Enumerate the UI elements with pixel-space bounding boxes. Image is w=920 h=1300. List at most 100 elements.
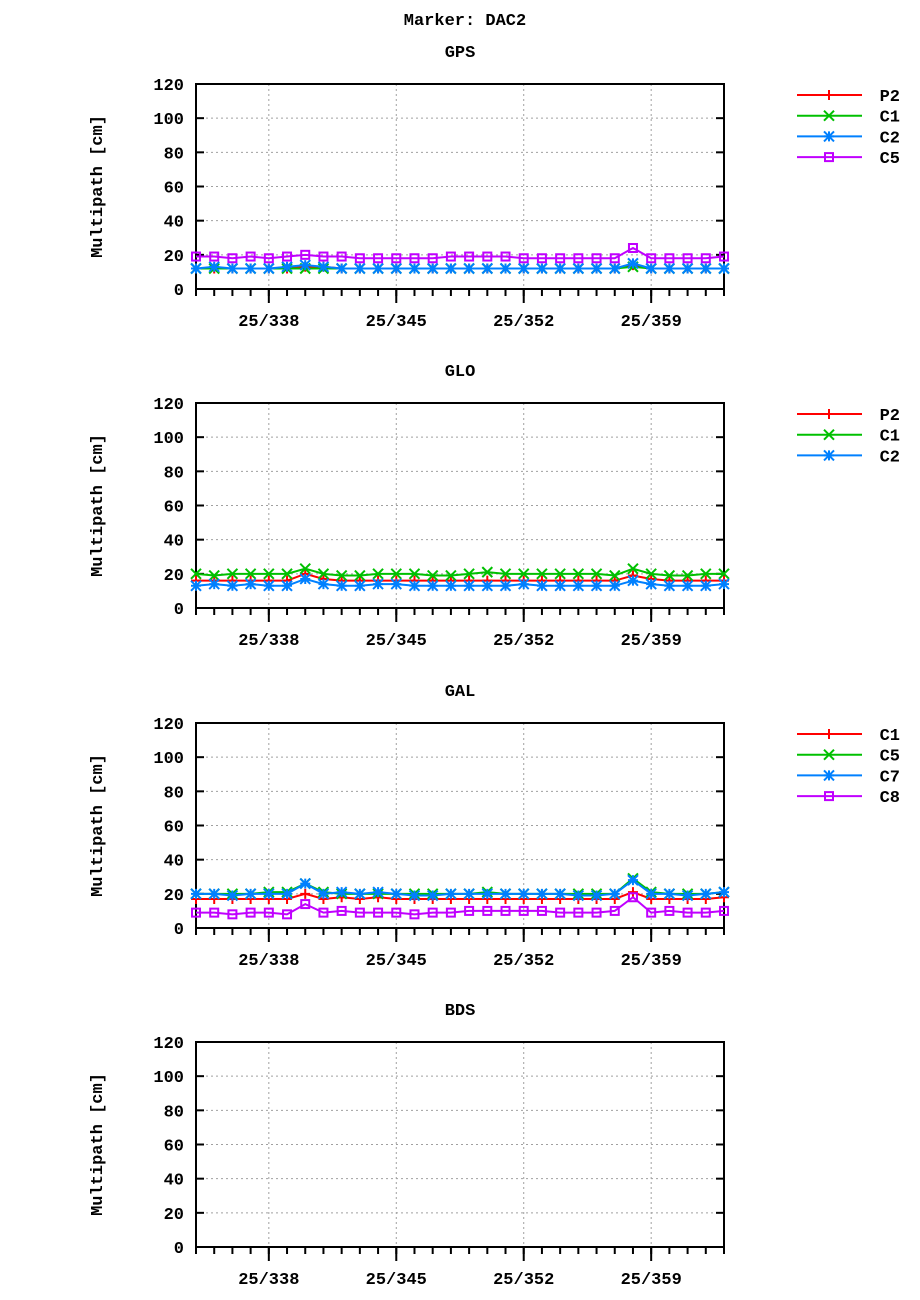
cross-marker [681, 569, 694, 582]
star-marker [208, 261, 220, 273]
star-marker [317, 578, 330, 590]
cross-marker [372, 568, 384, 580]
star-marker [718, 886, 730, 898]
star-marker [281, 580, 293, 592]
legend-entry: C1 [797, 109, 900, 128]
square-marker [209, 251, 220, 262]
star-marker [681, 262, 694, 275]
star-marker [554, 580, 566, 592]
square-marker [536, 905, 547, 916]
square-marker [318, 907, 329, 918]
cross-marker [281, 568, 293, 580]
y-tick-label: 20 [164, 248, 184, 267]
x-tick-label: 25/359 [621, 632, 682, 651]
panel-bds: BDS 0 20 40 60 80 100 120 25/338 25/345 25/352 25/3… [89, 1002, 725, 1290]
square-marker [518, 905, 529, 916]
cross-marker [700, 568, 712, 580]
y-tick-label: 0 [174, 921, 184, 940]
panel-gal: GAL 0 20 40 60 80 100 120 25/338 25/345 25/352 25/3… [89, 683, 900, 971]
legend-label: C7 [880, 768, 900, 787]
star-marker [518, 262, 530, 275]
legend-label: C5 [880, 150, 900, 169]
star-marker [663, 888, 676, 900]
panel-title: GPS [445, 44, 476, 63]
star-marker [408, 889, 421, 902]
square-marker [682, 907, 693, 918]
legend-label: C1 [880, 428, 900, 447]
square-marker [646, 253, 657, 264]
star-marker [226, 262, 239, 275]
series-c7 [190, 874, 730, 902]
plus-marker [824, 90, 834, 100]
square-marker [591, 253, 602, 264]
star-marker [700, 262, 712, 275]
star-marker [590, 889, 603, 902]
y-tick-label: 120 [153, 1035, 184, 1054]
square-marker [336, 905, 347, 916]
square-marker [518, 253, 529, 264]
square-marker [824, 791, 834, 802]
cross-marker [463, 568, 475, 580]
star-marker [244, 888, 257, 900]
y-axis-label: Multipath [cm] [89, 434, 108, 577]
star-marker [317, 888, 330, 900]
star-marker [335, 580, 348, 592]
cross-marker [823, 748, 835, 761]
legend-label: P2 [880, 88, 900, 107]
star-marker [299, 877, 311, 890]
star-marker [445, 580, 457, 592]
square-marker [482, 251, 493, 262]
square-marker [719, 905, 729, 916]
y-tick-label: 80 [164, 1103, 184, 1122]
star-marker [281, 261, 293, 273]
star-marker [718, 262, 730, 275]
series-c5 [191, 243, 729, 264]
square-marker [263, 253, 274, 264]
square-marker [191, 251, 201, 262]
square-marker [824, 152, 834, 163]
star-marker [226, 889, 239, 902]
star-marker [190, 262, 202, 275]
y-axis-label: Multipath [cm] [89, 1073, 108, 1216]
y-tick-label: 80 [164, 464, 184, 483]
y-axis-label: Multipath [cm] [89, 115, 108, 258]
square-marker [555, 253, 566, 264]
cross-marker [390, 568, 402, 580]
square-marker [464, 251, 475, 262]
y-tick-label: 100 [153, 430, 184, 449]
legend-entry: C1 [797, 428, 900, 447]
legend-label: C2 [880, 448, 900, 467]
cross-marker [263, 568, 275, 580]
star-marker [590, 580, 603, 592]
series-line [196, 246, 725, 260]
series-line [195, 262, 724, 270]
square-marker [536, 253, 547, 264]
square-marker [282, 251, 293, 262]
square-marker [464, 905, 475, 916]
square-marker [336, 251, 347, 262]
star-marker [681, 580, 694, 592]
y-tick-label: 40 [164, 853, 184, 872]
legend-label: C1 [880, 727, 900, 746]
star-marker [426, 262, 439, 275]
square-marker [609, 253, 620, 264]
legend-entry: C2 [797, 448, 900, 467]
panel-gps: GPS 0 20 40 60 80 100 120 25/338 25/345 25/352 25/3… [89, 44, 900, 332]
star-marker [390, 578, 402, 590]
square-marker [209, 907, 220, 918]
x-tick-label: 25/345 [366, 313, 427, 332]
square-marker [354, 253, 365, 264]
star-marker [663, 262, 676, 275]
star-marker [390, 888, 402, 900]
star-marker [536, 580, 548, 592]
y-tick-label: 60 [164, 819, 184, 838]
cross-marker [481, 566, 494, 578]
star-marker [281, 888, 293, 900]
star-marker [335, 262, 348, 275]
star-marker [718, 578, 730, 590]
legend-entry: C7 [797, 768, 900, 787]
square-marker [354, 907, 365, 918]
star-marker [244, 262, 257, 275]
star-marker [445, 262, 457, 275]
